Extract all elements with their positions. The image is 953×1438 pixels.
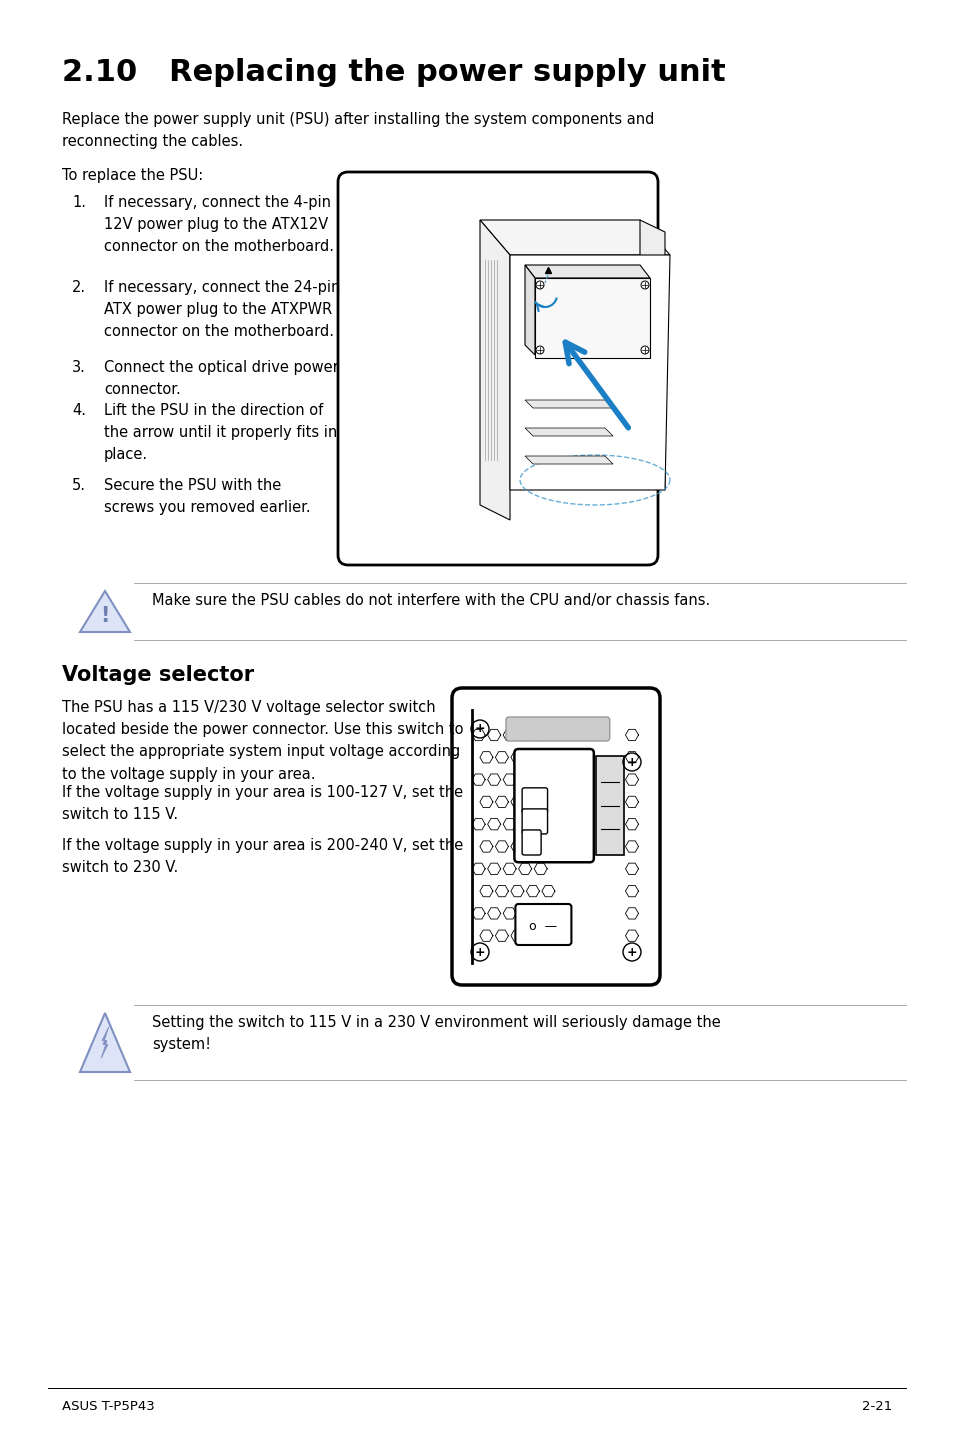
FancyBboxPatch shape [521, 810, 547, 834]
Text: Lift the PSU in the direction of
the arrow until it properly fits in
place.: Lift the PSU in the direction of the arr… [104, 403, 337, 463]
Text: +: + [475, 946, 485, 959]
Polygon shape [524, 400, 613, 408]
FancyBboxPatch shape [596, 756, 623, 856]
Text: Voltage selector: Voltage selector [62, 664, 253, 684]
Text: 5.: 5. [71, 477, 86, 493]
Text: o  —: o — [529, 920, 557, 933]
Text: Replace the power supply unit (PSU) after installing the system components and
r: Replace the power supply unit (PSU) afte… [62, 112, 654, 150]
Polygon shape [80, 591, 130, 631]
Polygon shape [639, 220, 664, 490]
Text: To replace the PSU:: To replace the PSU: [62, 168, 203, 183]
Polygon shape [479, 220, 510, 521]
Polygon shape [524, 265, 535, 355]
FancyBboxPatch shape [521, 788, 547, 812]
Polygon shape [80, 1012, 130, 1071]
Text: 2.10   Replacing the power supply unit: 2.10 Replacing the power supply unit [62, 58, 725, 88]
Polygon shape [524, 456, 613, 464]
Text: 4.: 4. [71, 403, 86, 418]
Text: !: ! [100, 607, 110, 627]
FancyBboxPatch shape [337, 173, 658, 565]
Polygon shape [535, 278, 649, 358]
Polygon shape [101, 1027, 109, 1058]
FancyBboxPatch shape [514, 749, 593, 863]
Text: ASUS T-P5P43: ASUS T-P5P43 [62, 1401, 154, 1414]
Text: If necessary, connect the 4-pin
12V power plug to the ATX12V
connector on the mo: If necessary, connect the 4-pin 12V powe… [104, 196, 334, 255]
Polygon shape [524, 429, 613, 436]
Text: +: + [626, 946, 637, 959]
Text: The PSU has a 115 V/230 V voltage selector switch
located beside the power conne: The PSU has a 115 V/230 V voltage select… [62, 700, 463, 782]
Polygon shape [479, 220, 669, 255]
FancyBboxPatch shape [452, 687, 659, 985]
FancyBboxPatch shape [505, 718, 609, 741]
Polygon shape [524, 265, 649, 278]
Text: Connect the optical drive power
connector.: Connect the optical drive power connecto… [104, 360, 338, 397]
Text: 3.: 3. [71, 360, 86, 375]
FancyBboxPatch shape [515, 905, 571, 945]
FancyBboxPatch shape [521, 830, 540, 856]
Text: If necessary, connect the 24-pin
ATX power plug to the ATXPWR
connector on the m: If necessary, connect the 24-pin ATX pow… [104, 280, 340, 339]
Text: Secure the PSU with the
screws you removed earlier.: Secure the PSU with the screws you remov… [104, 477, 311, 515]
Text: +: + [475, 722, 485, 735]
Text: +: + [626, 755, 637, 768]
Text: 2-21: 2-21 [861, 1401, 891, 1414]
Text: Setting the switch to 115 V in a 230 V environment will seriously damage the
sys: Setting the switch to 115 V in a 230 V e… [152, 1015, 720, 1053]
Text: Make sure the PSU cables do not interfere with the CPU and/or chassis fans.: Make sure the PSU cables do not interfer… [152, 592, 709, 608]
Text: 1.: 1. [71, 196, 86, 210]
Polygon shape [510, 255, 669, 490]
Text: If the voltage supply in your area is 100-127 V, set the
switch to 115 V.: If the voltage supply in your area is 10… [62, 785, 462, 823]
Text: If the voltage supply in your area is 200-240 V, set the
switch to 230 V.: If the voltage supply in your area is 20… [62, 838, 463, 876]
Text: 2.: 2. [71, 280, 86, 295]
